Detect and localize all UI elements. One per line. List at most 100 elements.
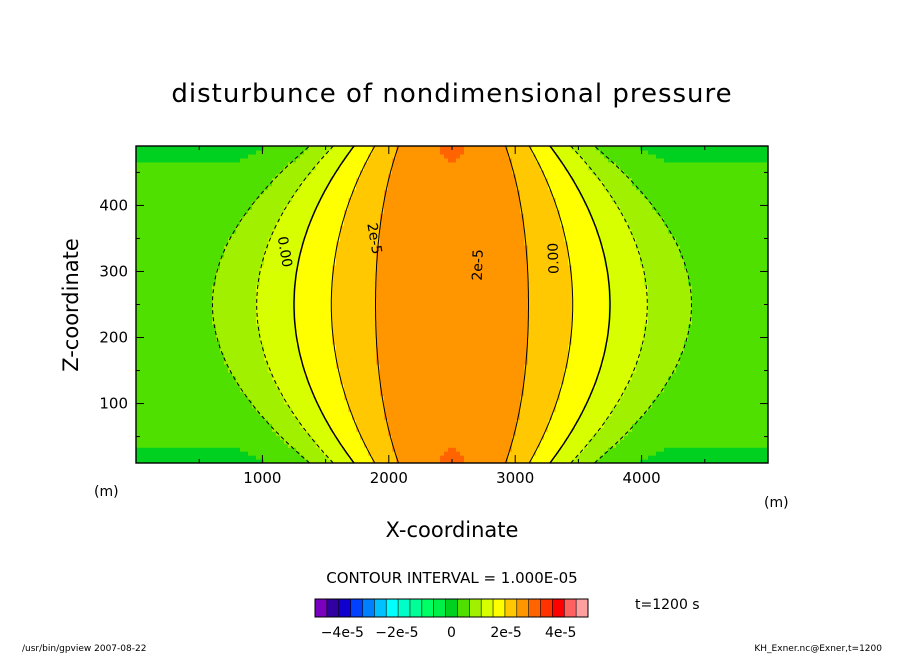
contour-cell bbox=[336, 336, 341, 341]
contour-cell bbox=[188, 328, 193, 333]
contour-cell bbox=[264, 264, 269, 270]
contour-cell bbox=[292, 439, 297, 444]
contour-cell bbox=[340, 407, 345, 413]
contour-cell bbox=[160, 344, 165, 349]
contour-cell bbox=[200, 217, 205, 222]
contour-cell bbox=[384, 379, 389, 385]
contour-cell bbox=[300, 181, 305, 187]
contour-cell bbox=[372, 387, 377, 393]
contour-cell bbox=[312, 276, 317, 282]
contour-cell bbox=[296, 312, 301, 317]
contour-cell bbox=[140, 256, 145, 262]
contour-cell bbox=[140, 391, 145, 397]
contour-cell bbox=[376, 340, 381, 345]
contour-cell bbox=[348, 181, 353, 187]
contour-cell bbox=[192, 348, 197, 353]
contour-cell bbox=[372, 324, 377, 329]
contour-cell bbox=[232, 387, 237, 393]
contour-cell bbox=[324, 371, 329, 377]
contour-cell bbox=[148, 312, 153, 317]
contour-cell bbox=[320, 260, 325, 266]
contour-cell bbox=[232, 153, 237, 159]
contour-cell bbox=[368, 348, 373, 353]
contour-cell bbox=[356, 399, 361, 405]
contour-cell bbox=[284, 217, 289, 222]
contour-cell bbox=[244, 201, 249, 207]
contour-cell bbox=[176, 348, 181, 353]
contour-cell bbox=[316, 233, 321, 238]
contour-cell bbox=[180, 268, 185, 274]
contour-cell bbox=[364, 375, 369, 381]
contour-cell bbox=[260, 435, 265, 440]
contour-cell bbox=[164, 423, 169, 428]
contour-cell bbox=[340, 189, 345, 195]
contour-cell bbox=[192, 237, 197, 242]
contour-cell bbox=[336, 304, 341, 310]
contour-cell bbox=[176, 197, 181, 203]
contour-cell bbox=[276, 423, 281, 428]
contour-cell bbox=[236, 217, 241, 222]
contour-cell bbox=[312, 260, 317, 266]
contour-cell bbox=[312, 451, 317, 456]
contour-cell bbox=[164, 146, 169, 151]
contour-cell bbox=[188, 447, 193, 452]
contour-cell bbox=[152, 340, 157, 345]
contour-cell bbox=[140, 280, 145, 286]
contour-cell bbox=[200, 189, 205, 195]
contour-cell bbox=[360, 256, 365, 262]
contour-cell bbox=[308, 451, 313, 456]
contour-cell bbox=[340, 324, 345, 329]
contour-cell bbox=[184, 149, 189, 155]
contour-cell bbox=[268, 375, 273, 381]
contour-cell bbox=[204, 189, 209, 195]
contour-cell bbox=[348, 316, 353, 321]
contour-cell bbox=[208, 332, 213, 337]
contour-cell bbox=[264, 296, 269, 302]
contour-cell bbox=[192, 165, 197, 171]
contour-cell bbox=[296, 423, 301, 428]
contour-cell bbox=[380, 217, 385, 222]
contour-cell bbox=[372, 352, 377, 357]
contour-cell bbox=[312, 340, 317, 345]
contour-cell bbox=[244, 245, 249, 250]
contour-cell bbox=[208, 292, 213, 298]
contour-cell bbox=[228, 177, 233, 183]
contour-cell bbox=[216, 367, 221, 373]
contour-cell bbox=[368, 149, 373, 155]
contour-cell bbox=[324, 383, 329, 389]
contour-cell bbox=[312, 304, 317, 310]
contour-cell bbox=[364, 356, 369, 361]
contour-cell bbox=[288, 340, 293, 345]
contour-cell bbox=[380, 419, 385, 424]
contour-cell bbox=[272, 427, 277, 432]
contour-cell bbox=[216, 205, 221, 210]
contour-cell bbox=[140, 169, 145, 175]
contour-cell bbox=[312, 189, 317, 195]
contour-cell bbox=[296, 217, 301, 222]
contour-cell bbox=[208, 193, 213, 199]
contour-cell bbox=[244, 383, 249, 389]
contour-cell bbox=[324, 411, 329, 417]
contour-cell bbox=[372, 411, 377, 417]
contour-cell bbox=[184, 177, 189, 183]
contour-cell bbox=[316, 411, 321, 417]
contour-cell bbox=[348, 205, 353, 210]
contour-cell bbox=[172, 379, 177, 385]
contour-cell bbox=[152, 233, 157, 238]
contour-cell bbox=[368, 189, 373, 195]
contour-cell bbox=[276, 387, 281, 393]
contour-cell bbox=[252, 352, 257, 357]
contour-cell bbox=[260, 363, 265, 369]
contour-cell bbox=[380, 348, 385, 353]
contour-cell bbox=[356, 332, 361, 337]
contour-cell bbox=[192, 435, 197, 440]
contour-cell bbox=[364, 213, 369, 218]
contour-cell bbox=[228, 245, 233, 250]
contour-cell bbox=[224, 229, 229, 234]
contour-cell bbox=[368, 336, 373, 341]
contour-cell bbox=[216, 225, 221, 230]
contour-cell bbox=[356, 201, 361, 207]
contour-cell bbox=[348, 213, 353, 218]
contour-cell bbox=[152, 324, 157, 329]
contour-cell bbox=[312, 336, 317, 341]
